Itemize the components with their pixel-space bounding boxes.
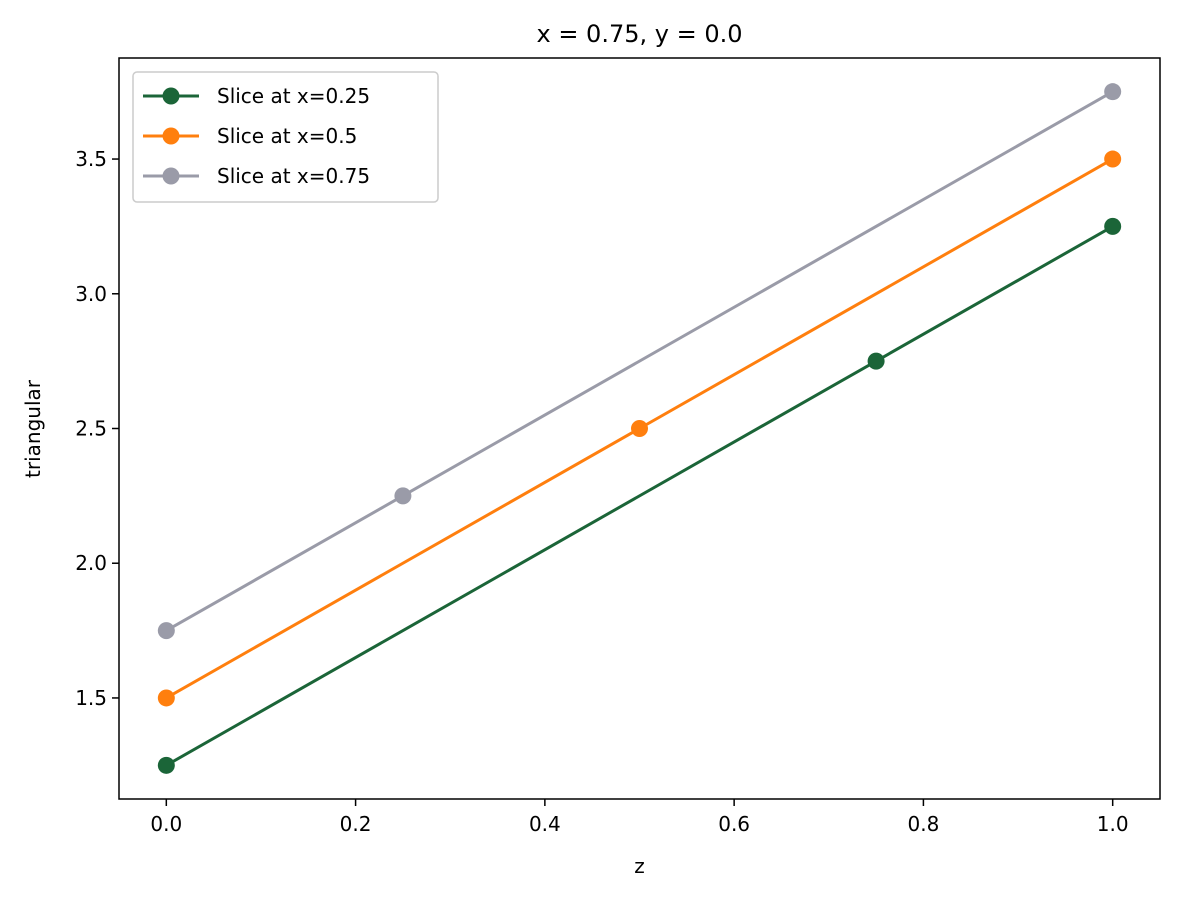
legend-marker xyxy=(162,87,180,105)
legend-item: Slice at x=0.25 xyxy=(143,84,370,108)
legend-label: Slice at x=0.25 xyxy=(217,84,370,108)
data-point xyxy=(1104,83,1122,101)
x-tick-label: 0.4 xyxy=(529,812,561,836)
data-point xyxy=(1104,217,1122,235)
y-tick-label: 3.0 xyxy=(75,282,107,306)
legend-marker xyxy=(162,127,180,145)
y-tick-label: 1.5 xyxy=(75,686,107,710)
y-tick-label: 2.0 xyxy=(75,551,107,575)
legend-label: Slice at x=0.75 xyxy=(217,164,370,188)
legend-box xyxy=(132,71,439,203)
y-axis-label: triangular xyxy=(21,379,45,478)
data-point xyxy=(867,352,885,370)
series-2 xyxy=(157,150,1122,707)
legend-item: Slice at x=0.5 xyxy=(143,124,357,148)
data-point xyxy=(157,689,175,707)
x-tick-label: 0.2 xyxy=(340,812,372,836)
data-point xyxy=(157,756,175,774)
legend-label: Slice at x=0.5 xyxy=(217,124,357,148)
series-3 xyxy=(157,83,1122,640)
data-point xyxy=(631,420,648,437)
x-tick-label: 1.0 xyxy=(1097,812,1129,836)
x-tick-label: 0.0 xyxy=(150,812,182,836)
data-point xyxy=(157,622,175,640)
data-point xyxy=(1104,150,1122,168)
legend-item: Slice at x=0.75 xyxy=(143,164,370,188)
series-1 xyxy=(157,217,1122,774)
x-axis-label: z xyxy=(634,854,645,878)
x-tick-label: 0.6 xyxy=(718,812,750,836)
data-point xyxy=(394,487,412,505)
legend: Slice at x=0.25 Slice at x=0.5 Slice at x=… xyxy=(132,71,439,203)
y-tick-label: 3.5 xyxy=(75,147,107,171)
legend-marker xyxy=(162,167,180,185)
x-tick-label: 0.8 xyxy=(908,812,940,836)
chart-title: x = 0.75, y = 0.0 xyxy=(536,20,742,48)
y-tick-label: 2.5 xyxy=(75,417,107,441)
